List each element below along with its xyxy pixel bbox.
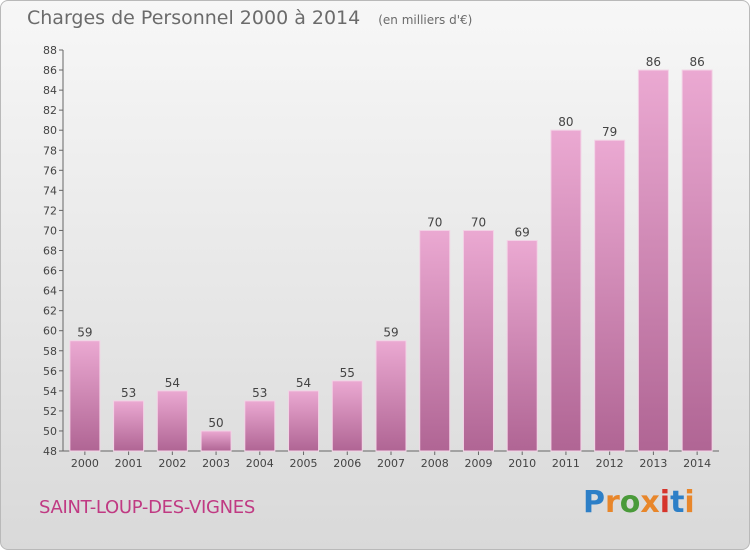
y-tick-label: 72: [43, 204, 57, 217]
data-label-2004: 53: [252, 386, 267, 400]
bar-2003: [200, 430, 232, 452]
bar-2009: [462, 229, 494, 452]
x-tick-label-2002: 2002: [158, 457, 186, 470]
logo-letter: i: [684, 485, 695, 520]
y-tick-label: 64: [43, 285, 57, 298]
data-label-2009: 70: [471, 215, 486, 229]
data-label-2011: 80: [558, 115, 573, 129]
town-name: SAINT-LOUP-DES-VIGNES: [39, 497, 256, 518]
data-label-2008: 70: [427, 215, 442, 229]
y-tick-label: 74: [43, 184, 57, 197]
logo-letter: x: [640, 485, 660, 520]
bar-2014: [681, 69, 713, 452]
y-tick-label: 66: [43, 265, 57, 278]
data-label-2000: 59: [77, 326, 92, 340]
y-tick-label: 70: [43, 224, 57, 237]
data-label-2006: 55: [340, 366, 355, 380]
x-tick-label-2006: 2006: [333, 457, 361, 470]
y-tick-label: 86: [43, 64, 57, 77]
data-label-2001: 53: [121, 386, 136, 400]
y-tick-label: 88: [43, 44, 57, 57]
y-tick-label: 52: [43, 405, 57, 418]
y-tick-label: 78: [43, 144, 57, 157]
x-tick-label-2000: 2000: [71, 457, 99, 470]
logo-letter: r: [605, 485, 620, 520]
x-tick-label-2003: 2003: [202, 457, 230, 470]
data-label-2003: 50: [208, 416, 223, 430]
bar-2011: [550, 129, 582, 452]
bar-2013: [637, 69, 669, 452]
bar-2010: [506, 239, 538, 452]
logo-letter: i: [659, 485, 671, 520]
y-tick-label: 54: [43, 385, 57, 398]
x-tick-label-2013: 2013: [639, 457, 667, 470]
bar-2004: [244, 400, 276, 452]
logo-letter: t: [670, 485, 685, 520]
data-label-2002: 54: [165, 376, 180, 390]
logo-letter: o: [619, 485, 641, 520]
logo-letter: P: [583, 485, 605, 520]
x-tick-label-2008: 2008: [421, 457, 449, 470]
x-tick-label-2011: 2011: [552, 457, 580, 470]
y-tick-label: 76: [43, 164, 57, 177]
chart-subtitle: (en milliers d'€): [378, 13, 473, 27]
x-tick-label-2010: 2010: [508, 457, 536, 470]
data-label-2007: 59: [383, 326, 398, 340]
data-label-2010: 69: [515, 225, 530, 239]
bar-2002: [156, 390, 188, 452]
data-label-2013: 86: [646, 55, 661, 69]
y-tick-label: 82: [43, 104, 57, 117]
bar-2006: [331, 380, 363, 452]
title-text: Charges de Personnel 2000 à 2014: [27, 7, 361, 29]
y-tick-label: 68: [43, 245, 57, 258]
y-tick-label: 60: [43, 325, 57, 338]
y-tick-label: 50: [43, 425, 57, 438]
data-label-2014: 86: [689, 55, 704, 69]
bar-2008: [419, 229, 451, 452]
bar-2005: [288, 390, 320, 452]
x-tick-label-2001: 2001: [115, 457, 143, 470]
y-tick-label: 48: [43, 445, 57, 458]
chart-title: Charges de Personnel 2000 à 2014 (en mill…: [27, 7, 472, 29]
bar-2001: [113, 400, 145, 452]
x-tick-label-2014: 2014: [683, 457, 711, 470]
x-tick-label-2012: 2012: [596, 457, 624, 470]
x-tick-label-2009: 2009: [464, 457, 492, 470]
data-label-2005: 54: [296, 376, 311, 390]
y-tick-label: 58: [43, 345, 57, 358]
y-tick-label: 80: [43, 124, 57, 137]
y-tick-label: 84: [43, 84, 57, 97]
x-tick-label-2005: 2005: [290, 457, 318, 470]
proxiti-logo[interactable]: Proxiti: [583, 485, 695, 520]
y-tick-label: 62: [43, 305, 57, 318]
bar-2000: [69, 340, 101, 452]
x-tick-label-2004: 2004: [246, 457, 274, 470]
y-tick-label: 56: [43, 365, 57, 378]
x-tick-label-2007: 2007: [377, 457, 405, 470]
bar-2007: [375, 340, 407, 452]
bar-2012: [594, 139, 626, 452]
data-label-2012: 79: [602, 125, 617, 139]
